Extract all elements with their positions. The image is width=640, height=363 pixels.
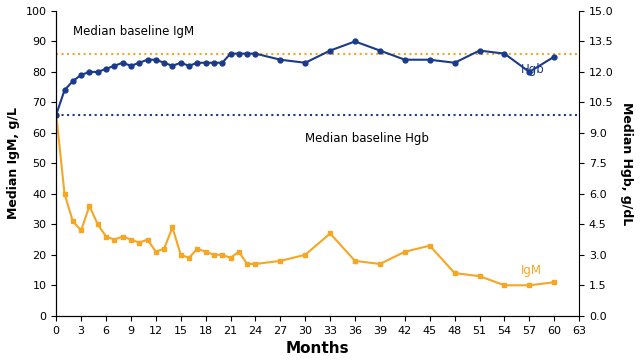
Y-axis label: Median IgM, g/L: Median IgM, g/L bbox=[7, 107, 20, 219]
Text: IgM: IgM bbox=[521, 264, 542, 277]
X-axis label: Months: Months bbox=[286, 341, 349, 356]
Y-axis label: Median Hgb, g/dL: Median Hgb, g/dL bbox=[620, 102, 633, 225]
Text: Median baseline IgM: Median baseline IgM bbox=[73, 25, 194, 38]
Text: Hgb: Hgb bbox=[521, 64, 545, 76]
Text: Median baseline Hgb: Median baseline Hgb bbox=[305, 132, 429, 145]
